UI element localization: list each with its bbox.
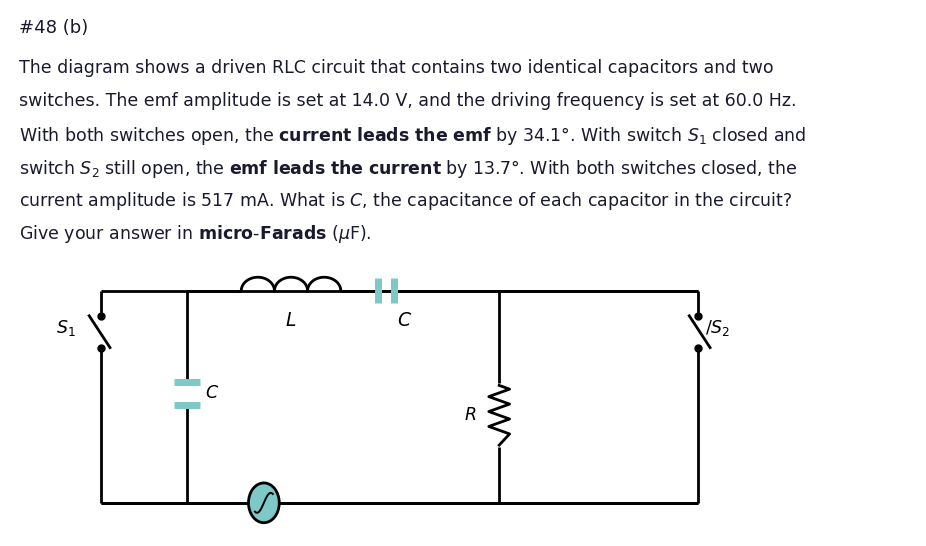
Text: /$S_2$: /$S_2$ [705,318,730,338]
Text: switch $\mathit{S}_2$ still open, the $\mathbf{emf\ leads\ the\ current}$ by 13.: switch $\mathit{S}_2$ still open, the $\… [19,158,798,180]
Text: $L$: $L$ [285,311,296,330]
Text: Give your answer in $\mathbf{micro\text{-}Farads}$ ($\mu$F).: Give your answer in $\mathbf{micro\text{… [19,223,372,245]
Text: The diagram shows a driven RLC circuit that contains two identical capacitors an: The diagram shows a driven RLC circuit t… [19,59,774,77]
Text: current amplitude is 517 mA. What is $\mathit{C}$, the capacitance of each capac: current amplitude is 517 mA. What is $\m… [19,191,793,212]
Text: switches. The emf amplitude is set at 14.0 V, and the driving frequency is set a: switches. The emf amplitude is set at 14… [19,92,797,110]
Text: $R$: $R$ [464,406,477,424]
Text: $C$: $C$ [205,384,219,402]
Ellipse shape [248,483,280,523]
Text: #48 (b): #48 (b) [19,19,89,37]
Text: With both switches open, the $\mathbf{current\ leads\ the\ emf}$ by 34.1°. With : With both switches open, the $\mathbf{cu… [19,124,807,147]
Text: $S_1$: $S_1$ [56,318,76,338]
Text: $C$: $C$ [396,311,412,330]
